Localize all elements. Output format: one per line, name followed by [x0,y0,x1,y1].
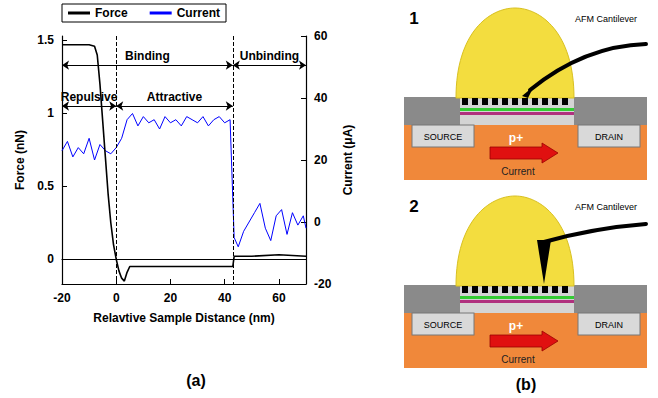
svg-text:0: 0 [113,291,120,305]
svg-text:2: 2 [409,197,418,216]
svg-text:1: 1 [47,106,54,120]
svg-text:1.5: 1.5 [37,33,54,47]
svg-text:Force: Force [95,6,128,20]
svg-text:Current: Current [501,354,535,365]
svg-text:p+: p+ [509,319,523,333]
svg-text:p+: p+ [509,131,523,145]
svg-text:SOURCE: SOURCE [424,132,463,142]
svg-text:40: 40 [314,91,328,105]
svg-text:Force (nN): Force (nN) [13,130,27,190]
svg-text:Unbinding: Unbinding [240,49,299,63]
svg-text:Repulsive: Repulsive [61,90,118,104]
svg-text:SOURCE: SOURCE [424,320,463,330]
svg-text:1: 1 [409,9,418,28]
svg-text:AFM Cantilever: AFM Cantilever [575,202,637,212]
svg-text:20: 20 [314,153,328,167]
svg-text:DRAIN: DRAIN [595,320,623,330]
svg-text:Current: Current [501,166,535,177]
svg-text:20: 20 [164,291,178,305]
svg-text:-20: -20 [314,277,332,291]
svg-text:Relavtive Sample Distance (nm): Relavtive Sample Distance (nm) [93,311,274,325]
svg-text:Binding: Binding [125,49,170,63]
svg-text:60: 60 [314,29,328,43]
svg-text:AFM Cantilever: AFM Cantilever [575,14,637,24]
svg-text:DRAIN: DRAIN [595,132,623,142]
svg-text:0: 0 [47,252,54,266]
svg-text:Attractive: Attractive [147,90,203,104]
svg-text:60: 60 [272,291,286,305]
svg-text:40: 40 [218,291,232,305]
svg-text:0.5: 0.5 [37,179,54,193]
html-text:(a): (a) [186,372,206,389]
svg-text:0: 0 [314,215,321,229]
svg-text:Current (μA): Current (μA) [341,125,355,196]
svg-text:Current: Current [177,6,220,20]
svg-text:(b): (b) [516,376,536,393]
svg-text:-20: -20 [53,291,71,305]
